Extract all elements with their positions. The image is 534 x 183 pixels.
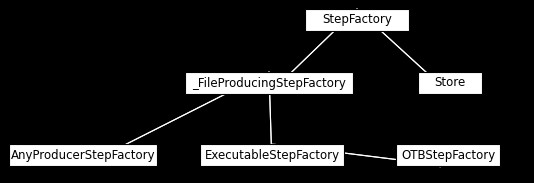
FancyBboxPatch shape: [396, 144, 500, 166]
FancyBboxPatch shape: [418, 72, 482, 94]
FancyBboxPatch shape: [9, 144, 157, 166]
Text: OTBStepFactory: OTBStepFactory: [401, 148, 495, 162]
FancyBboxPatch shape: [200, 144, 344, 166]
Text: _FileProducingStepFactory: _FileProducingStepFactory: [192, 76, 346, 89]
FancyBboxPatch shape: [185, 72, 353, 94]
Text: StepFactory: StepFactory: [322, 14, 392, 27]
Text: ExecutableStepFactory: ExecutableStepFactory: [205, 148, 340, 162]
Text: Store: Store: [434, 76, 466, 89]
FancyBboxPatch shape: [305, 9, 409, 31]
Text: AnyProducerStepFactory: AnyProducerStepFactory: [11, 148, 155, 162]
